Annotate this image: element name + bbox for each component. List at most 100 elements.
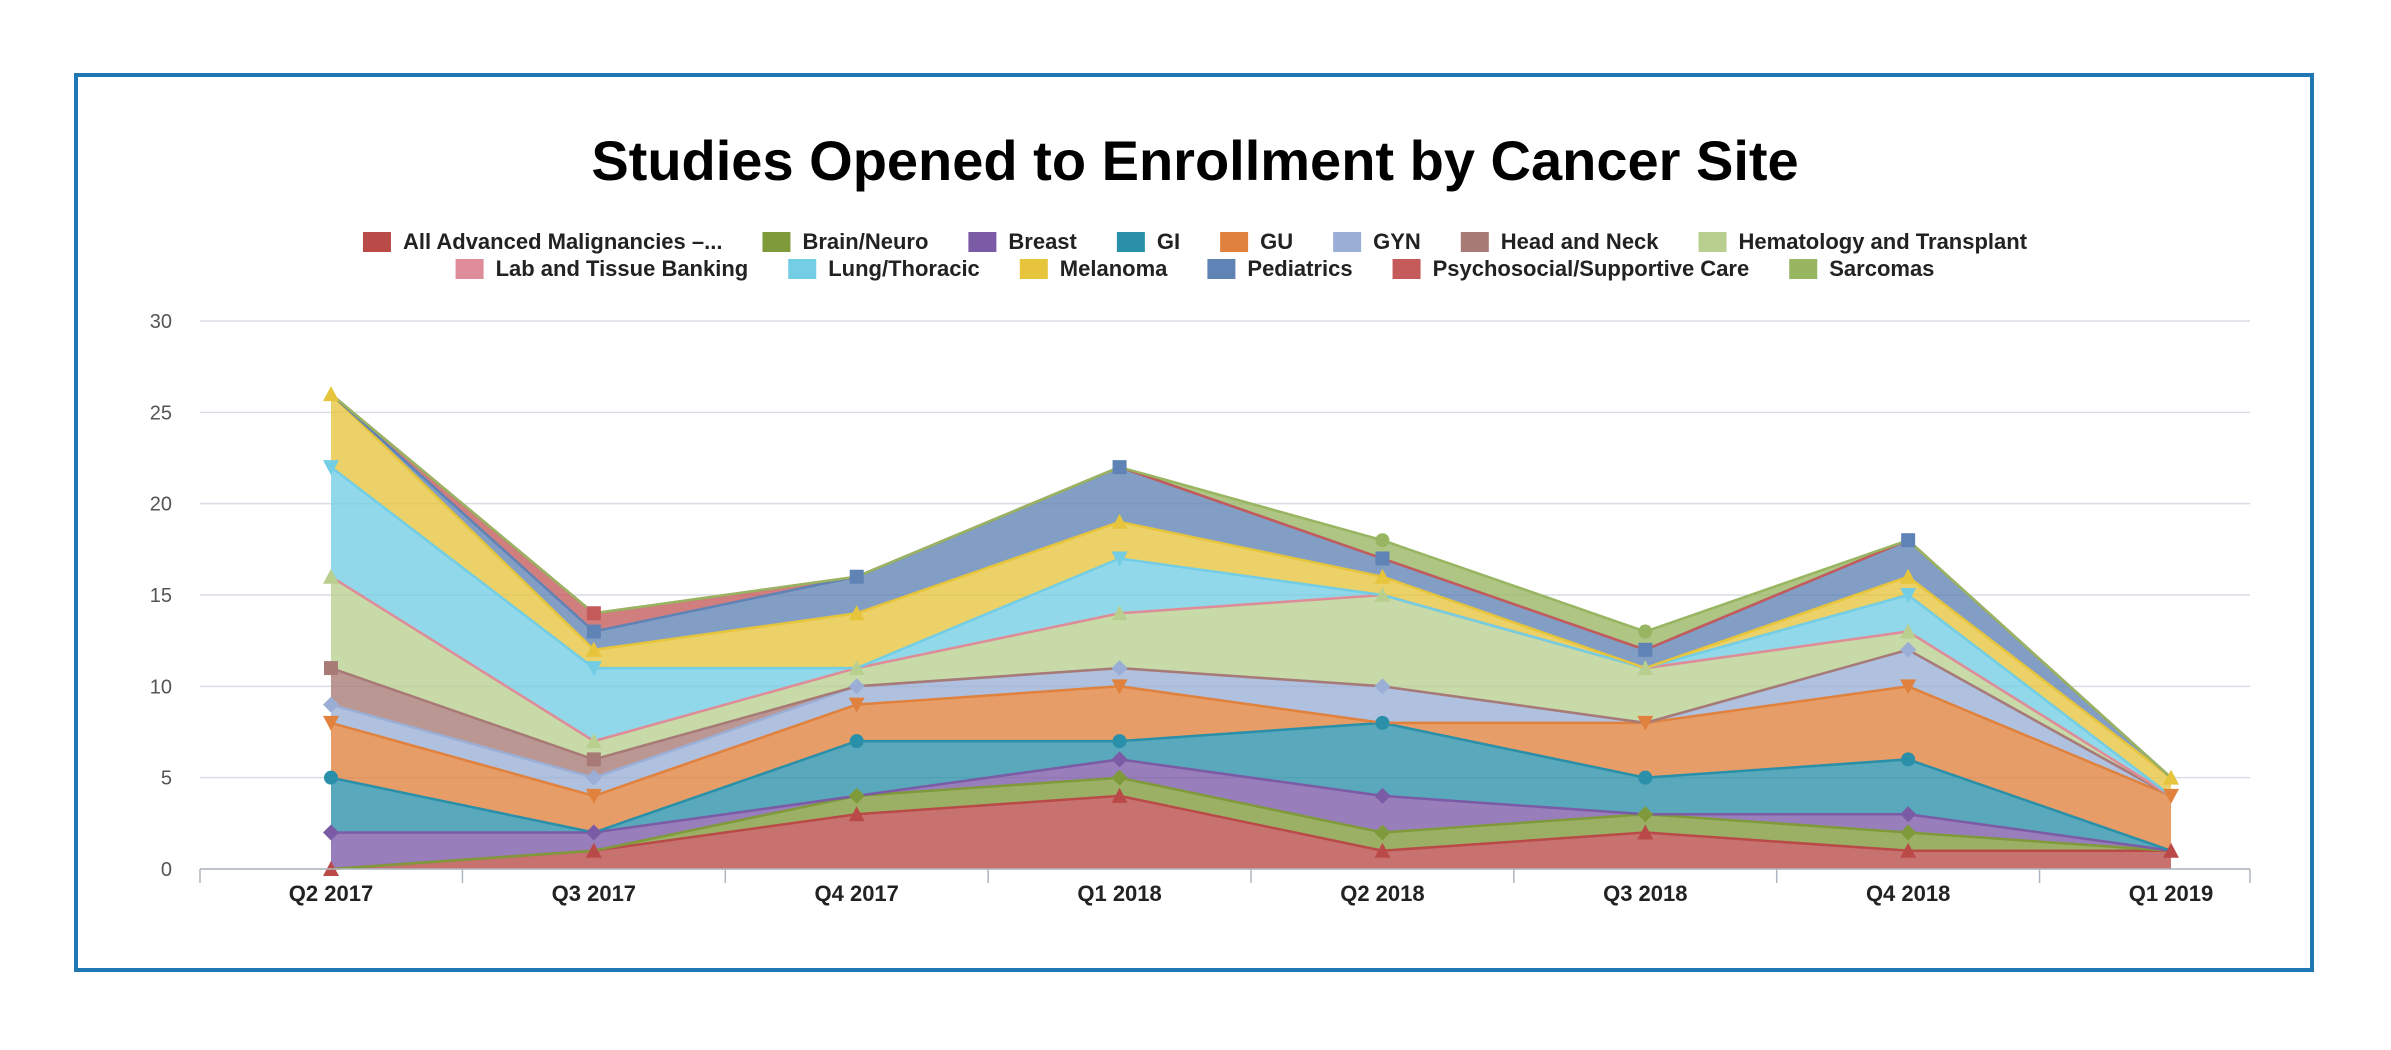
area-lung-thoracic: [331, 467, 2171, 796]
legend-item-psychosocial-supportive-care[interactable]: Psychosocial/Supportive Care: [1392, 256, 1750, 281]
marker-lung-thoracic: [585, 661, 602, 677]
data-markers: [323, 386, 2179, 876]
line-gu: [330, 685, 2172, 798]
legend-swatch: [1207, 259, 1236, 279]
y-tick-label: 5: [161, 768, 172, 790]
legend-label: Melanoma: [1060, 256, 1168, 281]
marker-melanoma: [1374, 568, 1391, 584]
legend-label: Sarcomas: [1829, 256, 1934, 281]
x-tick-label: Q2 2017: [289, 881, 373, 906]
line-lab-and-tissue-banking: [330, 575, 2172, 797]
x-tick-label: Q2 2018: [1340, 881, 1424, 906]
marker-gi: [1901, 752, 1916, 767]
legend-swatch: [1460, 232, 1489, 252]
marker-hematology-and-transplant: [1900, 623, 1917, 639]
legend-item-melanoma[interactable]: Melanoma: [1019, 256, 1168, 281]
marker-hematology-and-transplant: [1374, 587, 1391, 602]
legend-swatch: [788, 259, 817, 279]
marker-gyn: [323, 696, 339, 713]
area-pediatrics: [331, 394, 2171, 778]
legend-label: Breast: [1008, 229, 1077, 254]
y-tick-label: 0: [161, 859, 172, 881]
legend-item-head-and-neck[interactable]: Head and Neck: [1460, 229, 1659, 254]
marker-sarcomas: [1375, 533, 1390, 548]
legend-label: GI: [1157, 229, 1180, 254]
y-tick-label: 10: [150, 676, 172, 698]
marker-brain-neuro: [1111, 769, 1128, 786]
x-tick-label: Q4 2017: [815, 881, 899, 906]
area-gi: [331, 722, 2171, 851]
marker-gyn: [1111, 660, 1128, 677]
marker-melanoma: [2163, 769, 2179, 785]
legend-item-breast[interactable]: Breast: [968, 229, 1078, 254]
legend-swatch: [455, 259, 484, 279]
marker-melanoma: [323, 386, 339, 402]
marker-hematology-and-transplant: [848, 660, 865, 676]
legend-swatch: [1116, 232, 1145, 252]
marker-melanoma: [848, 605, 865, 621]
marker-all-advanced-malignancies: [1374, 842, 1391, 858]
marker-breast: [585, 824, 602, 841]
marker-pediatrics: [586, 624, 601, 639]
legend-swatch: [968, 232, 997, 252]
line-sarcomas: [330, 393, 2172, 779]
marker-all-advanced-malignancies: [2163, 842, 2179, 858]
y-axis-ticks: 0 5 10 15 20 25 30: [150, 311, 172, 881]
marker-gyn: [585, 769, 602, 786]
line-breast: [331, 758, 2172, 852]
stacked-areas: [330, 393, 2172, 871]
marker-gi: [324, 770, 338, 785]
line-lung-thoracic: [330, 466, 2172, 797]
marker-gu: [2163, 788, 2179, 804]
marker-gi: [849, 734, 864, 749]
area-gu: [331, 686, 2171, 851]
x-tick-label: Q3 2017: [552, 881, 636, 906]
legend-swatch: [362, 232, 391, 252]
legend-item-gi[interactable]: GI: [1116, 229, 1180, 254]
legend-item-lab-and-tissue-banking[interactable]: Lab and Tissue Banking: [455, 256, 749, 281]
line-all-advanced-malignancies: [330, 794, 2171, 871]
marker-brain-neuro: [1900, 824, 1917, 841]
marker-pediatrics: [849, 569, 864, 584]
marker-brain-neuro: [1637, 806, 1654, 823]
marker-melanoma: [585, 641, 602, 657]
legend-item-pediatrics[interactable]: Pediatrics: [1207, 256, 1353, 281]
legend-label: Psychosocial/Supportive Care: [1433, 256, 1750, 281]
legend-item-lung-thoracic[interactable]: Lung/Thoracic: [788, 256, 980, 281]
legend-label: GU: [1260, 229, 1293, 254]
chart-title: Studies Opened to Enrollment by Cancer S…: [591, 129, 1798, 192]
legend-label: All Advanced Malignancies –...: [403, 229, 723, 254]
legend-label: Brain/Neuro: [802, 229, 928, 254]
marker-brain-neuro: [1374, 824, 1391, 841]
x-axis: Q2 2017 Q3 2017 Q4 2017 Q1 2018 Q2 2018 Q3 20…: [199, 868, 2251, 906]
marker-lung-thoracic: [323, 460, 339, 476]
area-all-advanced-malignancies: [331, 795, 2171, 869]
x-tick-label: Q1 2019: [2129, 881, 2213, 906]
marker-breast: [323, 824, 339, 841]
legend-item-brain-neuro[interactable]: Brain/Neuro: [762, 229, 928, 254]
legend-label: Lung/Thoracic: [828, 256, 980, 281]
legend-item-all-advanced-malignancies[interactable]: All Advanced Malignancies –...: [362, 229, 723, 254]
marker-hematology-and-transplant: [1111, 605, 1128, 621]
legend-item-gu[interactable]: GU: [1220, 229, 1293, 254]
legend-item-sarcomas[interactable]: Sarcomas: [1789, 256, 1934, 281]
marker-gu: [1111, 679, 1128, 695]
marker-lung-thoracic: [1111, 551, 1128, 567]
y-tick-label: 25: [150, 402, 172, 424]
marker-all-advanced-malignancies: [848, 806, 865, 822]
legend-swatch: [1019, 259, 1048, 279]
legend-item-hematology-and-transplant[interactable]: Hematology and Transplant: [1698, 229, 2028, 254]
marker-pediatrics: [1112, 460, 1127, 475]
legend: All Advanced Malignancies –... Brain/Neur…: [362, 229, 2028, 281]
marker-pediatrics: [1638, 642, 1653, 657]
marker-hematology-and-transplant: [1637, 660, 1654, 676]
marker-pediatrics: [1375, 551, 1390, 566]
marker-melanoma: [1111, 513, 1128, 529]
marker-all-advanced-malignancies: [1637, 824, 1654, 840]
legend-item-gyn[interactable]: GYN: [1333, 229, 1421, 254]
marker-brain-neuro: [848, 787, 865, 804]
line-melanoma: [330, 393, 2172, 779]
y-tick-label: 20: [150, 494, 172, 516]
legend-label: Lab and Tissue Banking: [496, 256, 749, 281]
